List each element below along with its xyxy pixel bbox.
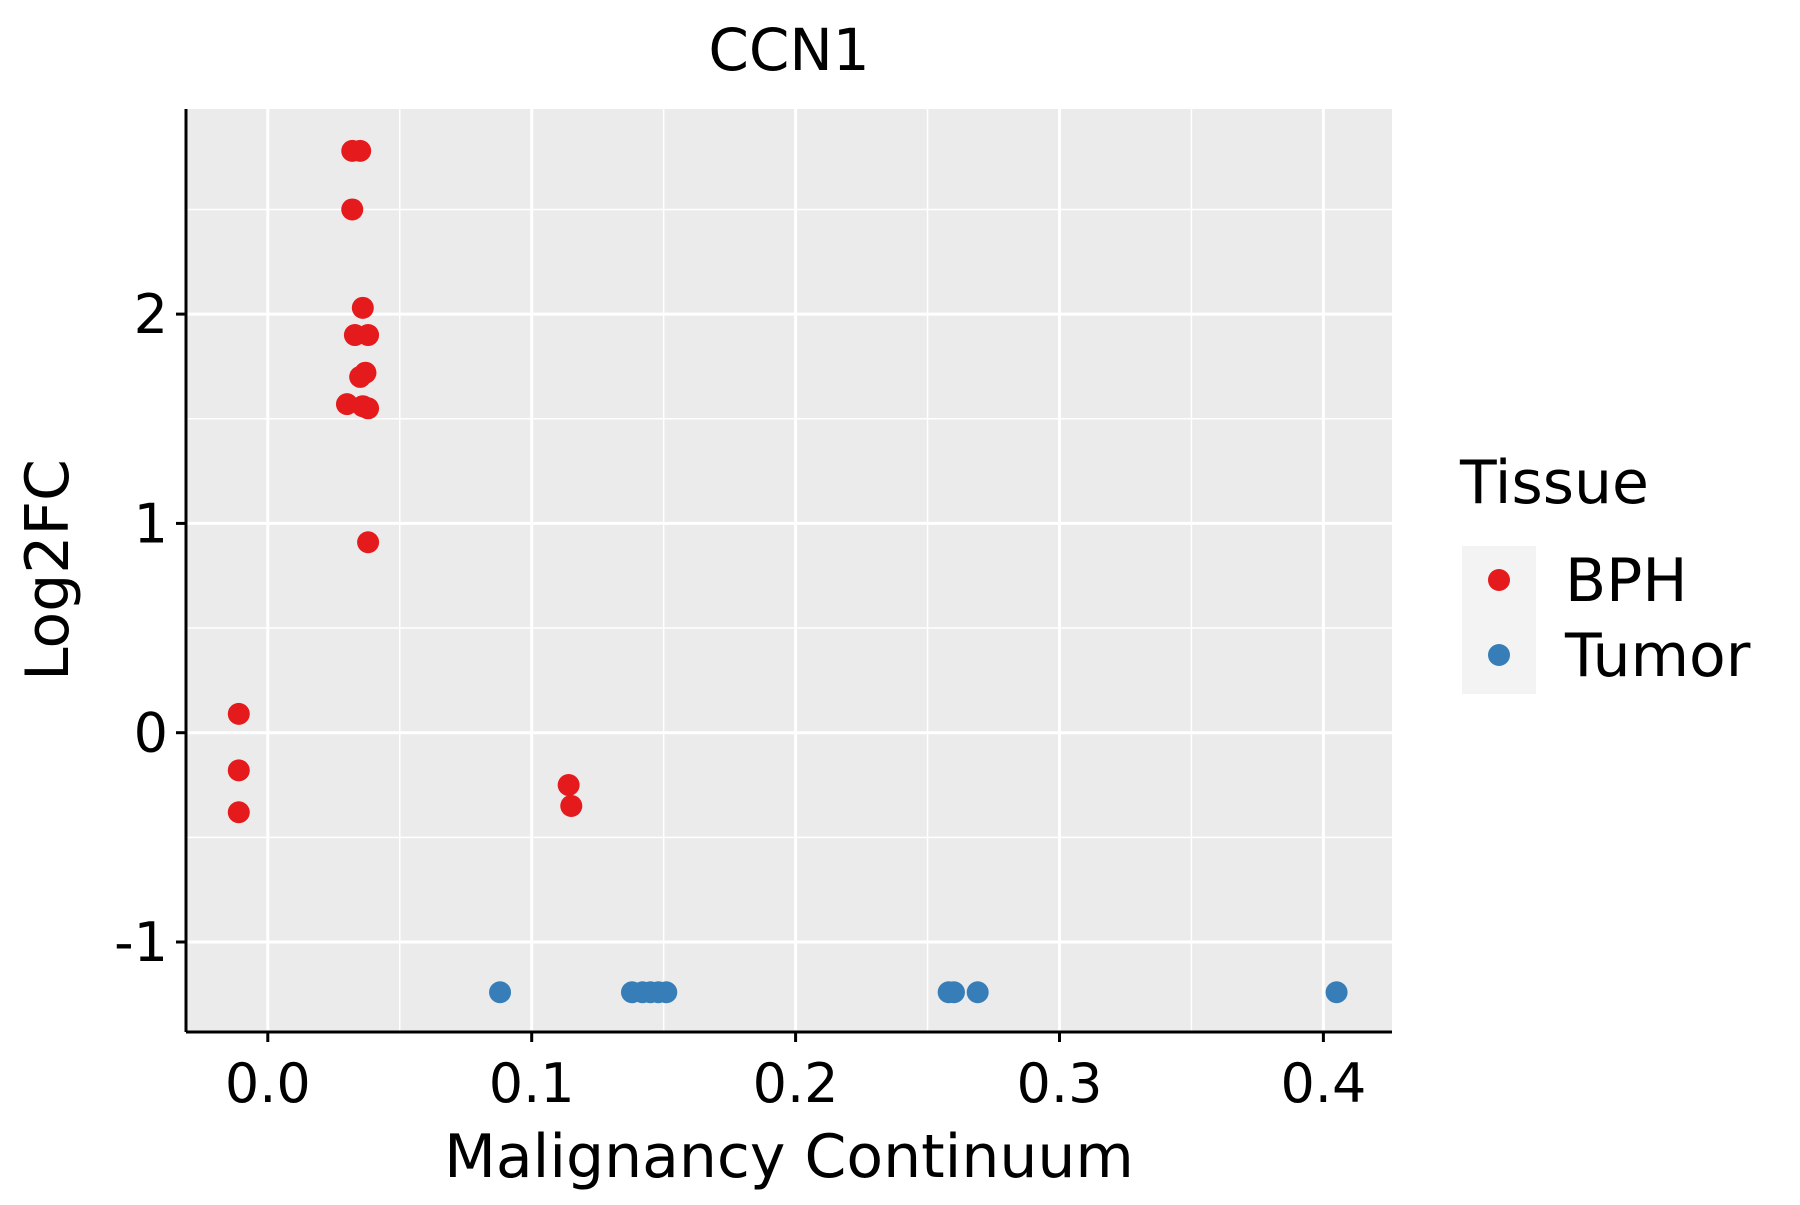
data-point-tumor: [966, 981, 989, 1004]
data-point-bph: [351, 296, 374, 319]
data-point-tumor: [655, 981, 678, 1004]
legend-key-background: [1462, 546, 1536, 694]
x-tick-label: 0.0: [225, 1052, 311, 1115]
data-point-bph: [341, 198, 364, 221]
axes: [184, 109, 1392, 1034]
chart-title: CCN1: [708, 16, 869, 84]
data-point-tumor: [942, 981, 965, 1004]
data-point-bph: [560, 794, 583, 817]
data-point-bph: [227, 702, 250, 725]
data-point-bph: [227, 801, 250, 824]
data-point-tumor: [489, 981, 512, 1004]
legend-label-tumor: Tumor: [1564, 621, 1751, 691]
data-point-tumor: [1325, 981, 1348, 1004]
data-point-bph: [557, 774, 580, 797]
data-point-bph: [349, 139, 372, 162]
x-tick-label: 0.1: [489, 1052, 575, 1115]
data-point-bph: [357, 531, 380, 554]
x-axis-title: Malignancy Continuum: [444, 1122, 1134, 1192]
data-point-bph: [354, 361, 377, 384]
legend-key-bph: [1488, 569, 1510, 591]
plot-panel: [186, 109, 1392, 1032]
x-axis-ticks: 0.0 0.1 0.2 0.3 0.4: [225, 1032, 1366, 1115]
x-tick-label: 0.3: [1017, 1052, 1103, 1115]
data-points: [227, 139, 1348, 1004]
gridlines: [186, 109, 1392, 1032]
data-point-bph: [227, 759, 250, 782]
x-tick-label: 0.2: [753, 1052, 839, 1115]
y-tick-label: 2: [134, 283, 168, 346]
y-tick-label: -1: [114, 911, 168, 974]
legend-title: Tissue: [1459, 448, 1649, 518]
x-tick-label: 0.4: [1280, 1052, 1366, 1115]
y-axis-ticks: -1 0 1 2: [114, 283, 186, 974]
legend-key-tumor: [1488, 644, 1510, 666]
y-tick-label: 0: [134, 702, 168, 765]
legend-label-bph: BPH: [1565, 546, 1687, 616]
data-point-bph: [357, 324, 380, 347]
data-point-bph: [357, 397, 380, 420]
y-axis-title: Log2FC: [13, 459, 83, 681]
y-tick-label: 1: [134, 492, 168, 555]
